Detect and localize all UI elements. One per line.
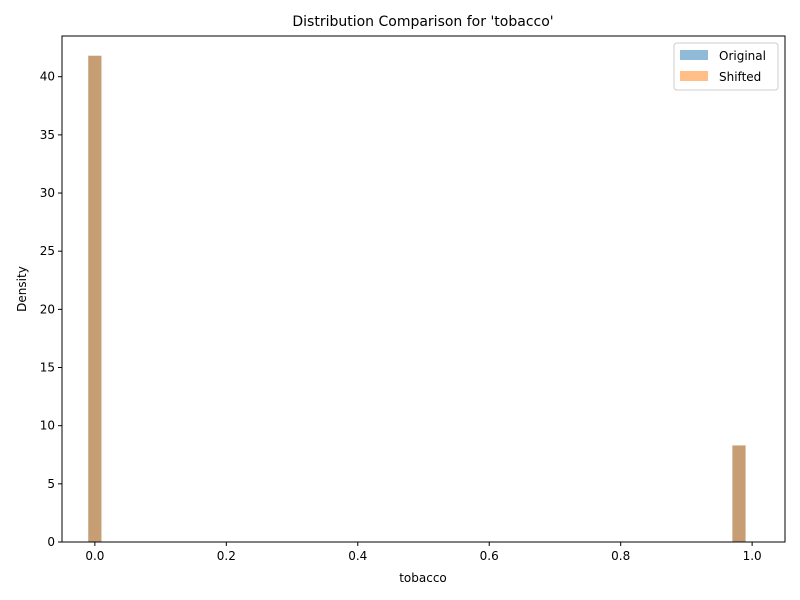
x-tick-label: 0.2 [217, 549, 236, 563]
plot-frame [61, 35, 786, 543]
x-tick-label: 0.6 [480, 549, 499, 563]
y-tick-label: 35 [40, 128, 55, 142]
y-tick-label: 10 [40, 419, 55, 433]
y-tick-label: 5 [47, 477, 55, 491]
x-tick-label: 1.0 [743, 549, 762, 563]
legend: Original Shifted [673, 42, 779, 91]
bar-shifted-0 [88, 55, 102, 542]
y-axis-label: Density [15, 266, 29, 312]
x-axis-ticks: 0.0 0.2 0.4 0.6 0.8 1.0 [85, 542, 762, 563]
y-tick-label: 0 [47, 535, 55, 549]
x-axis-label: tobacco [399, 571, 447, 585]
bar-shifted-1 [732, 445, 746, 542]
legend-swatch-original [680, 50, 708, 60]
x-tick-label: 0.8 [611, 549, 630, 563]
legend-swatch-shifted [680, 71, 708, 81]
y-tick-label: 15 [40, 361, 55, 375]
y-axis-ticks: 0 5 10 15 20 25 30 35 40 [40, 70, 62, 549]
x-tick-label: 0.4 [348, 549, 367, 563]
y-tick-label: 40 [40, 70, 55, 84]
x-tick-label: 0.0 [85, 549, 104, 563]
y-tick-label: 30 [40, 186, 55, 200]
legend-label-shifted: Shifted [719, 70, 761, 84]
legend-label-original: Original [719, 49, 766, 63]
chart-title: Distribution Comparison for 'tobacco' [292, 14, 553, 30]
y-tick-label: 20 [40, 302, 55, 316]
bars-layer [88, 55, 746, 542]
y-tick-label: 25 [40, 244, 55, 258]
